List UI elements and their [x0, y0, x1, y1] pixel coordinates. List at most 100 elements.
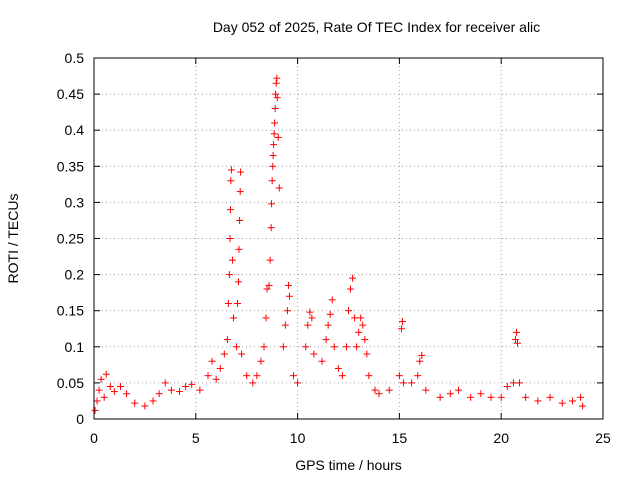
data-point [306, 308, 314, 316]
y-tick-label: 0.3 [65, 194, 85, 210]
data-point [149, 397, 157, 405]
data-point [279, 343, 287, 351]
data-point [110, 388, 118, 396]
y-axis-label: ROTI / TECUs [5, 194, 21, 284]
data-point [397, 325, 405, 333]
data-point [236, 216, 244, 224]
data-point [235, 278, 243, 286]
x-axis-label: GPS time / hours [295, 457, 402, 473]
data-point [131, 399, 139, 407]
data-point [249, 379, 257, 387]
data-point [274, 133, 282, 141]
y-tick-label: 0.35 [57, 158, 84, 174]
data-point [257, 357, 265, 365]
data-point [238, 350, 246, 358]
grid-layer [94, 58, 603, 419]
data-point [270, 141, 278, 149]
data-point [235, 245, 243, 253]
data-point [93, 397, 101, 405]
data-point [302, 343, 310, 351]
data-point [262, 314, 270, 322]
data-point [271, 105, 279, 113]
y-tick-label: 0.2 [65, 267, 85, 283]
data-point [227, 177, 235, 185]
data-point [269, 151, 277, 159]
data-point [577, 393, 585, 401]
data-point [568, 397, 576, 405]
data-point [225, 271, 233, 279]
data-point [326, 310, 334, 318]
chart-title: Day 052 of 2025, Rate Of TEC Index for r… [213, 19, 540, 35]
data-point [268, 200, 276, 208]
data-point [212, 375, 220, 383]
x-tick-label: 10 [290, 430, 306, 446]
data-point [322, 336, 330, 344]
data-point [395, 372, 403, 380]
data-point [308, 314, 316, 322]
data-point [516, 379, 524, 387]
data-point [359, 321, 367, 329]
data-point [272, 90, 280, 98]
data-point [361, 336, 369, 344]
data-point [226, 206, 234, 214]
data-point [334, 364, 342, 372]
data-point [398, 318, 406, 326]
data-point [318, 357, 326, 365]
data-point [253, 372, 261, 380]
data-point [228, 256, 236, 264]
tick-layer: 0 5 10 15 20 25 0 0.05 0.1 0.15 0.2 0.25 0.3 0.35 0.4 0… [57, 50, 611, 446]
data-point [487, 393, 495, 401]
data-point [304, 321, 312, 329]
data-point [97, 375, 105, 383]
data-point [270, 130, 278, 138]
data-point [106, 383, 114, 391]
x-tick-label: 15 [392, 430, 408, 446]
data-point [236, 188, 244, 196]
data-point [167, 386, 175, 394]
data-point [284, 281, 292, 289]
data-point [446, 390, 454, 398]
data-point [229, 314, 237, 322]
data-point [227, 166, 235, 174]
data-point [182, 383, 190, 391]
data-point [365, 372, 373, 380]
data-point [385, 386, 393, 394]
data-point [95, 386, 103, 394]
data-point [155, 390, 163, 398]
data-point [345, 307, 352, 315]
data-point [123, 390, 131, 398]
data-point [399, 379, 407, 387]
data-point [188, 380, 196, 388]
data-point [351, 314, 359, 322]
data-point [161, 379, 169, 387]
data-point [414, 372, 422, 380]
data-point [418, 351, 426, 359]
y-tick-label: 0.5 [65, 50, 85, 66]
data-point [454, 386, 462, 394]
y-tick-label: 0.15 [57, 303, 84, 319]
data-point [534, 397, 542, 405]
data-point [266, 256, 274, 264]
data-point [285, 292, 293, 300]
data-point [272, 79, 280, 87]
data-point [579, 402, 587, 410]
data-point [338, 372, 346, 380]
data-point [294, 379, 302, 387]
data-point [100, 393, 108, 401]
x-tick-label: 25 [595, 430, 611, 446]
data-points-layer [91, 74, 587, 414]
data-point [233, 343, 241, 351]
data-point [116, 383, 124, 391]
x-tick-label: 20 [493, 430, 509, 446]
data-point [141, 402, 149, 410]
data-point [375, 390, 383, 398]
data-point [477, 390, 485, 398]
data-point [275, 184, 283, 192]
data-point [513, 339, 521, 347]
data-point [273, 94, 281, 102]
data-point [283, 307, 291, 315]
data-point [91, 406, 99, 414]
data-point [243, 372, 251, 380]
data-point [330, 343, 338, 351]
